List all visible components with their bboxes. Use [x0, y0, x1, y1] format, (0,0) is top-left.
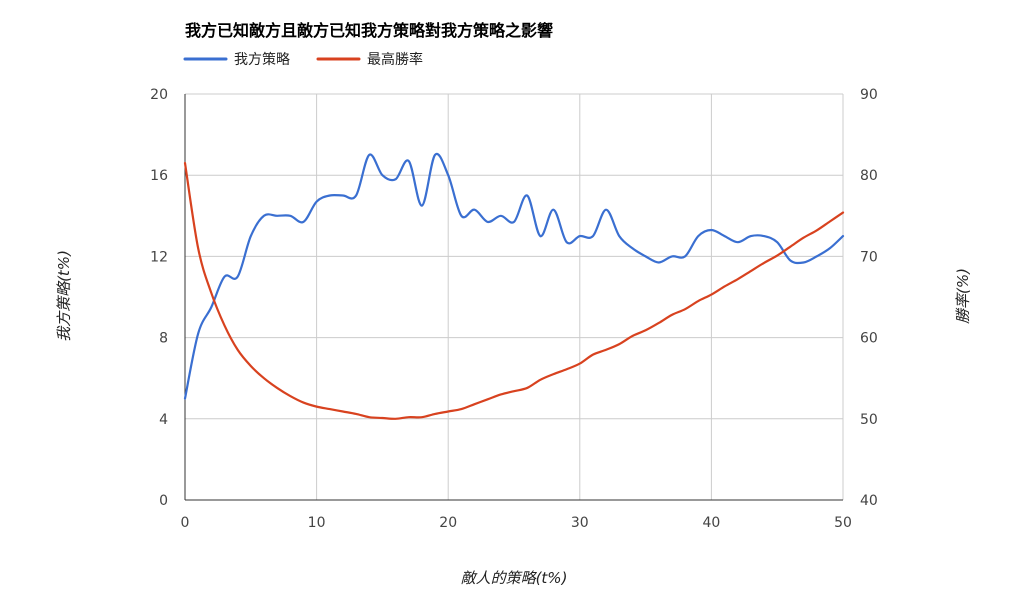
- x-tick-label: 30: [571, 515, 589, 531]
- series-line-1[interactable]: [183, 152, 845, 400]
- y-left-tick-label: 0: [159, 493, 168, 509]
- y-left-tick-label: 4: [159, 412, 168, 428]
- x-tick-label: 50: [834, 515, 852, 531]
- y-right-tick-label: 80: [860, 168, 878, 184]
- y-left-tick-label: 8: [159, 331, 168, 347]
- y-right-axis-title: 勝率(%): [954, 268, 972, 324]
- x-tick-label: 20: [439, 515, 457, 531]
- x-tick-label: 10: [308, 515, 326, 531]
- chart-title: 我方已知敵方且敵方已知我方策略對我方策略之影響: [185, 21, 553, 40]
- y-right-tick-label: 90: [860, 87, 878, 103]
- y-right-tick-label: 40: [860, 493, 878, 509]
- grid: [185, 93, 844, 500]
- y-right-tick-label: 60: [860, 331, 878, 347]
- legend-item-series-2[interactable]: 最高勝率: [316, 51, 423, 68]
- y-right-tick-label: 70: [860, 249, 878, 265]
- y-right-tick-label: 50: [860, 412, 878, 428]
- y-left-tick-label: 20: [150, 87, 168, 103]
- y-left-tick-label: 12: [150, 249, 168, 265]
- x-tick-label: 0: [181, 515, 190, 531]
- axes: 0 10 20 30 40 50 0 4 8 12 16 20 40 50 60 70 80 90: [150, 87, 878, 531]
- plot-area: [183, 152, 845, 420]
- legend: 我方策略 最高勝率: [183, 51, 423, 68]
- x-tick-label: 40: [702, 515, 720, 531]
- x-axis-title: 敵人的策略(t%): [461, 569, 568, 587]
- legend-label-series-2: 最高勝率: [367, 51, 423, 68]
- y-left-axis-title: 我方策略(t%): [55, 250, 73, 342]
- series-line-2[interactable]: [183, 161, 845, 420]
- legend-label-series-1: 我方策略: [234, 51, 290, 68]
- y-left-tick-label: 16: [150, 168, 168, 184]
- legend-item-series-1[interactable]: 我方策略: [183, 51, 290, 68]
